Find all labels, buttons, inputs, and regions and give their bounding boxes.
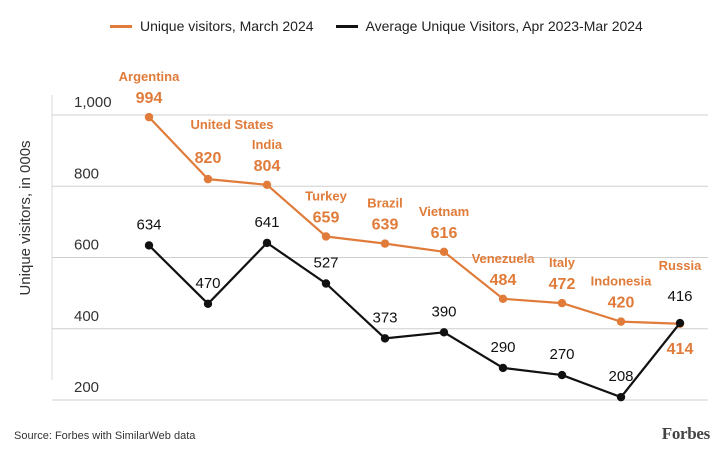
series-1-point-united-states	[203, 299, 213, 309]
avg-value-label-italy: 270	[549, 346, 574, 363]
avg-value-label-turkey: 527	[313, 255, 338, 272]
data-labels: Argentina 994 United States 820 India 804 Turk…	[119, 69, 702, 385]
series-1-point-india	[262, 238, 272, 248]
legend-label-average: Average Unique Visitors, Apr 2023-Mar 20…	[365, 18, 643, 34]
avg-value-label-united-states: 470	[195, 275, 220, 292]
y-tick-label-800: 800	[74, 165, 99, 182]
category-label-united-states: United States	[190, 117, 273, 132]
value-label-brazil: 639	[372, 217, 399, 234]
y-tick-label-1000: 1,000	[74, 94, 112, 111]
y-tick-label-200: 200	[74, 379, 99, 396]
series-1-point-indonesia	[616, 392, 626, 402]
y-tick-label-400: 400	[74, 308, 99, 325]
avg-value-label-russia: 416	[667, 288, 692, 305]
series-1-point-turkey	[321, 279, 331, 288]
series-0-point-indonesia	[616, 317, 626, 326]
series-0-point-venezuela	[498, 294, 508, 304]
series-line-1	[148, 241, 681, 399]
series-1-point-russia	[675, 318, 685, 328]
series-0-point-brazil	[380, 239, 390, 248]
source-note: Source: Forbes with SimilarWeb data	[14, 430, 196, 442]
avg-value-label-brazil: 373	[372, 309, 397, 326]
category-label-brazil: Brazil	[367, 196, 402, 211]
series-0-point-india	[262, 180, 272, 190]
series-0-point-argentina	[144, 112, 154, 122]
y-axis: 1,000 800 600 400 200	[74, 94, 112, 396]
category-label-india: India	[252, 137, 283, 152]
series-1-point-venezuela	[498, 363, 508, 373]
avg-value-label-vietnam: 390	[431, 303, 456, 320]
category-label-venezuela: Venezuela	[472, 251, 536, 266]
series-lines	[144, 112, 685, 402]
value-label-venezuela: 484	[490, 272, 517, 289]
series-0-point-turkey	[321, 232, 331, 241]
legend-swatch-black	[335, 24, 358, 28]
value-label-india: 804	[254, 158, 281, 175]
avg-value-label-indonesia: 208	[608, 368, 633, 385]
series-0-point-united-states	[203, 174, 213, 184]
category-label-russia: Russia	[659, 258, 702, 273]
brand-logo: Forbes	[661, 424, 711, 443]
category-label-italy: Italy	[549, 255, 576, 270]
value-label-vietnam: 616	[431, 225, 458, 242]
legend-item-march-2024: Unique visitors, March 2024	[110, 18, 314, 34]
value-label-united-states: 820	[195, 150, 222, 167]
category-label-vietnam: Vietnam	[419, 204, 469, 219]
legend-swatch-orange	[110, 24, 132, 28]
category-label-turkey: Turkey	[305, 188, 347, 203]
value-label-turkey: 659	[313, 209, 340, 226]
series-line-0	[148, 116, 681, 325]
series-1-point-argentina	[144, 241, 154, 250]
series-0-point-vietnam	[439, 247, 449, 256]
y-tick-label-600: 600	[74, 237, 99, 254]
category-label-argentina: Argentina	[119, 69, 180, 84]
avg-value-label-india: 641	[254, 214, 279, 231]
value-label-italy: 472	[549, 276, 576, 293]
series-1-point-italy	[557, 370, 567, 380]
series-0-point-italy	[557, 298, 567, 308]
series-1-point-brazil	[380, 334, 390, 343]
value-label-argentina: 994	[136, 90, 163, 107]
value-label-russia: 414	[667, 341, 694, 358]
value-label-indonesia: 420	[608, 295, 635, 312]
legend-label-march-2024: Unique visitors, March 2024	[140, 18, 314, 34]
grid-lines	[51, 95, 708, 401]
legend-item-average: Average Unique Visitors, Apr 2023-Mar 20…	[335, 18, 643, 34]
series-1-point-vietnam	[439, 328, 449, 337]
legend: Unique visitors, March 2024 Average Uniq…	[110, 18, 643, 34]
category-label-indonesia: Indonesia	[591, 274, 652, 289]
y-axis-label: Unique visitors, in 000s	[17, 140, 34, 295]
avg-value-label-venezuela: 290	[490, 339, 515, 356]
avg-value-label-argentina: 634	[136, 216, 161, 233]
